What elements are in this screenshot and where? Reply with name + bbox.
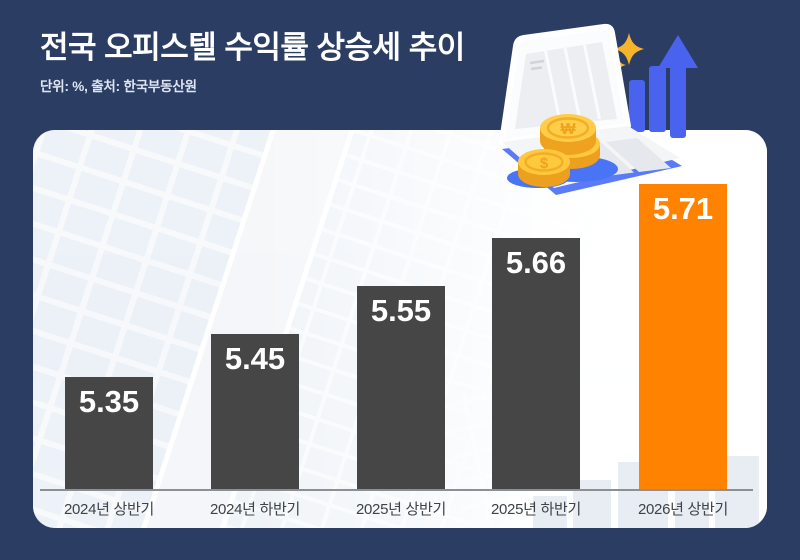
chart-bar: 5.45 — [211, 334, 299, 489]
bar-value-label: 5.35 — [78, 384, 140, 419]
axis-tick-label: 2025년 하반기 — [490, 501, 582, 518]
svg-text:₩: ₩ — [560, 121, 576, 138]
bar-value-label: 5.71 — [652, 191, 714, 226]
growth-bars-icon — [629, 35, 698, 138]
axis-tick-label: 2024년 상반기 — [63, 501, 155, 518]
chart-bar: 5.35 — [65, 377, 153, 489]
dollar-coin-icon: $ — [518, 149, 570, 187]
header: 전국 오피스텔 수익률 상승세 추이 단위: %, 출처: 한국부동산원 — [40, 30, 465, 95]
bar-value-label: 5.45 — [224, 341, 286, 376]
laptop-screen — [499, 23, 631, 145]
axis-tick-label: 2026년 상반기 — [637, 501, 729, 518]
axis-tick-label: 2025년 상반기 — [355, 501, 447, 518]
bar-chart: 5.35 2024년 상반기 5.45 2024년 하반기 5.55 2025년 상반기 5… — [33, 130, 767, 528]
page-title: 전국 오피스텔 수익률 상승세 추이 — [40, 30, 465, 65]
axis-tick-label: 2024년 하반기 — [209, 501, 301, 518]
chart-bar: 5.66 — [492, 238, 580, 489]
unit-source-subtitle: 단위: %, 출처: 한국부동산원 — [40, 78, 197, 94]
laptop-coins-growth-illustration: ₩ $ — [499, 23, 698, 195]
bar-value-label: 5.55 — [370, 293, 432, 328]
svg-text:$: $ — [540, 155, 549, 172]
x-axis-line — [40, 489, 753, 491]
chart-card: 5.35 2024년 상반기 5.45 2024년 하반기 5.55 2025년 상반기 5… — [33, 130, 767, 528]
chart-bar: 5.55 — [357, 286, 445, 489]
chart-bar: 5.71 — [639, 184, 727, 489]
bar-value-label: 5.66 — [505, 245, 567, 280]
